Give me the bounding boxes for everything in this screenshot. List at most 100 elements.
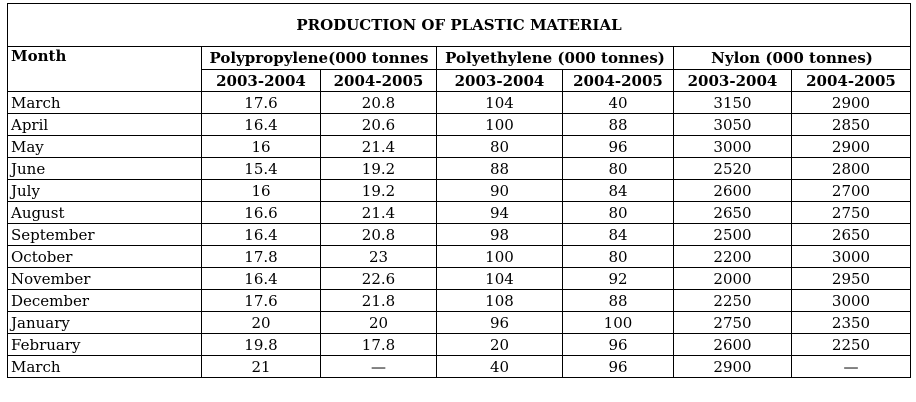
month-cell: October — [7, 245, 202, 268]
value-cell: 96 — [562, 333, 674, 356]
value-cell: 96 — [436, 311, 563, 334]
month-cell: September — [7, 223, 202, 246]
value-cell: 2750 — [791, 201, 911, 224]
table-body: March 17.6 20.8 104 40 3150 2900 April 16.4 20.6 1… — [7, 91, 911, 378]
value-cell: 19.2 — [320, 179, 437, 202]
value-cell: 3050 — [673, 113, 792, 136]
value-cell: 19.2 — [320, 157, 437, 180]
month-cell: August — [7, 201, 202, 224]
value-cell: 100 — [436, 245, 563, 268]
value-cell: 80 — [436, 135, 563, 158]
table-title: PRODUCTION OF PLASTIC MATERIAL — [7, 3, 911, 47]
value-cell: 21.4 — [320, 201, 437, 224]
group-header-row: Month Polypropylene(000 tonnes Polyethyl… — [7, 46, 911, 92]
table-row: May 16 21.4 80 96 3000 2900 — [7, 135, 911, 158]
year-header: 2004-2005 — [320, 69, 437, 92]
month-cell: April — [7, 113, 202, 136]
value-cell: 2950 — [791, 267, 911, 290]
value-cell: 17.6 — [201, 91, 321, 114]
value-cell: 16.4 — [201, 267, 321, 290]
table-row: August 16.6 21.4 94 80 2650 2750 — [7, 201, 911, 224]
value-cell: 104 — [436, 267, 563, 290]
value-cell: 104 — [436, 91, 563, 114]
table-row: February 19.8 17.8 20 96 2600 2250 — [7, 333, 911, 356]
value-cell: 16.6 — [201, 201, 321, 224]
value-cell: 2900 — [791, 91, 911, 114]
value-cell: 16 — [201, 135, 321, 158]
value-cell: 40 — [562, 91, 674, 114]
value-cell: 20.8 — [320, 223, 437, 246]
value-cell: 2520 — [673, 157, 792, 180]
value-cell: 16 — [201, 179, 321, 202]
year-header: 2003-2004 — [201, 69, 321, 92]
production-table: PRODUCTION OF PLASTIC MATERIAL Month Pol… — [7, 3, 911, 378]
value-cell: 23 — [320, 245, 437, 268]
table-row: June 15.4 19.2 88 80 2520 2800 — [7, 157, 911, 180]
value-cell: 98 — [436, 223, 563, 246]
value-cell: 2800 — [791, 157, 911, 180]
month-cell: January — [7, 311, 202, 334]
value-cell: 3000 — [791, 245, 911, 268]
value-cell: 2350 — [791, 311, 911, 334]
value-cell: 2900 — [673, 355, 792, 378]
value-cell: 2750 — [673, 311, 792, 334]
month-cell: March — [7, 355, 202, 378]
value-cell: 17.8 — [201, 245, 321, 268]
month-cell: February — [7, 333, 202, 356]
value-cell: 16.4 — [201, 113, 321, 136]
value-cell: 96 — [562, 135, 674, 158]
value-cell: 2600 — [673, 333, 792, 356]
table-row: March 21—40 96 2900— — [7, 355, 911, 378]
value-cell: 94 — [436, 201, 563, 224]
table-row: March 17.6 20.8 104 40 3150 2900 — [7, 91, 911, 114]
value-cell: 108 — [436, 289, 563, 312]
value-cell: — — [320, 355, 437, 378]
table-container: PRODUCTION OF PLASTIC MATERIAL Month Pol… — [7, 3, 911, 378]
value-cell: 22.6 — [320, 267, 437, 290]
month-header: Month — [7, 46, 202, 92]
month-cell: July — [7, 179, 202, 202]
value-cell: 21.8 — [320, 289, 437, 312]
value-cell: 21 — [201, 355, 321, 378]
value-cell: 17.8 — [320, 333, 437, 356]
table-row: April 16.4 20.6 100 88 3050 2850 — [7, 113, 911, 136]
value-cell: 2250 — [791, 333, 911, 356]
value-cell: 2850 — [791, 113, 911, 136]
value-cell: 88 — [436, 157, 563, 180]
value-cell: 80 — [562, 157, 674, 180]
value-cell: 15.4 — [201, 157, 321, 180]
value-cell: 84 — [562, 223, 674, 246]
value-cell: 20.8 — [320, 91, 437, 114]
table-row: July 16 19.2 90 84 2600 2700 — [7, 179, 911, 202]
value-cell: 2600 — [673, 179, 792, 202]
value-cell: 20.6 — [320, 113, 437, 136]
value-cell: 2500 — [673, 223, 792, 246]
year-header: 2004-2005 — [562, 69, 674, 92]
group-header-polyethylene: Polyethylene (000 tonnes) — [436, 46, 674, 70]
value-cell: 20 — [201, 311, 321, 334]
value-cell: 2650 — [673, 201, 792, 224]
value-cell: 3000 — [791, 289, 911, 312]
value-cell: 92 — [562, 267, 674, 290]
value-cell: 40 — [436, 355, 563, 378]
year-header: 2003-2004 — [436, 69, 563, 92]
year-header: 2003-2004 — [673, 69, 792, 92]
table-row: October 17.8 23 100 80 2200 3000 — [7, 245, 911, 268]
value-cell: 3150 — [673, 91, 792, 114]
value-cell: 21.4 — [320, 135, 437, 158]
value-cell: 20 — [320, 311, 437, 334]
value-cell: 2900 — [791, 135, 911, 158]
title-row: PRODUCTION OF PLASTIC MATERIAL — [7, 3, 911, 47]
year-header: 2004-2005 — [791, 69, 911, 92]
value-cell: 84 — [562, 179, 674, 202]
value-cell: — — [791, 355, 911, 378]
month-cell: December — [7, 289, 202, 312]
month-cell: June — [7, 157, 202, 180]
value-cell: 88 — [562, 289, 674, 312]
value-cell: 20 — [436, 333, 563, 356]
month-cell: May — [7, 135, 202, 158]
value-cell: 2650 — [791, 223, 911, 246]
value-cell: 19.8 — [201, 333, 321, 356]
value-cell: 100 — [436, 113, 563, 136]
value-cell: 100 — [562, 311, 674, 334]
